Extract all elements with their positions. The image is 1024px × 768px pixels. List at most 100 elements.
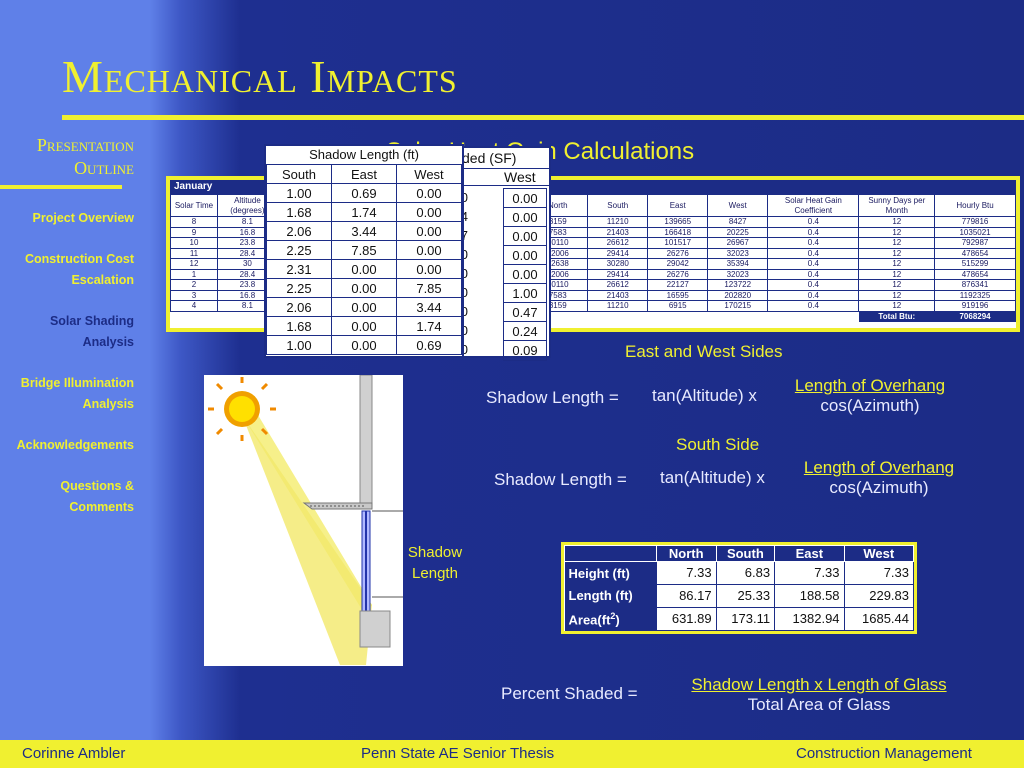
table-cell: 173.11 [715, 606, 776, 632]
table-cell: 20225 [707, 226, 769, 238]
table-cell: 1382.94 [774, 606, 845, 632]
table-cell: 0 [460, 266, 468, 281]
sidebar-item-acknowledgements[interactable]: Acknowledgements [16, 438, 134, 452]
table-cell: 4 [460, 209, 468, 224]
glass-area-row-area: Area(ft2) 631.89 173.11 1382.94 1685.44 [564, 606, 915, 632]
pct-formula-numerator: Shadow Length x Length of Glass [691, 675, 947, 694]
table-cell: 0.09 [512, 343, 538, 358]
ew-formula-numerator: Length of Overhang [794, 376, 946, 395]
table-cell: 1.00 [266, 183, 332, 203]
table-cell: 0.4 [767, 300, 860, 312]
pct-formula-fraction: Shadow Length x Length of Glass Total Ar… [668, 675, 970, 715]
row-label-area-end: ) [615, 612, 620, 627]
table-cell: 12 [858, 258, 936, 270]
table-cell: 2.25 [266, 278, 332, 298]
table-cell: 0.00 [504, 227, 546, 246]
row-label-area: Area(ft2) [564, 607, 657, 631]
sidebar-item-questions[interactable]: Questions & Comments [60, 479, 134, 514]
table-cell: 1.68 [266, 202, 332, 222]
shading-diagram [204, 374, 403, 666]
table-cell: 29042 [647, 258, 709, 270]
table-cell: 12 [858, 216, 936, 228]
table-cell: 6.83 [715, 561, 776, 585]
column-header: South [587, 194, 649, 217]
table-cell: 0.69 [331, 183, 397, 203]
table-cell: 0.00 [396, 259, 462, 279]
table-cell: 26276 [647, 268, 709, 280]
table-cell: 478654 [934, 247, 1016, 259]
sidebar-header-line1: Presentation [36, 135, 134, 155]
table-cell: 0.4 [767, 279, 860, 291]
table-cell: 0.00 [396, 240, 462, 260]
table-cell: 1 [170, 268, 218, 280]
table-cell [588, 311, 648, 322]
table-cell: 101517 [647, 237, 709, 249]
table-row: 2.31 0.00 0.00 [266, 259, 462, 279]
table-cell: 12 [858, 300, 936, 312]
table-cell: 22127 [647, 279, 709, 291]
table-cell: 7.85 [396, 278, 462, 298]
footer-thesis: Penn State AE Senior Thesis [361, 745, 555, 762]
table-cell: 32023 [707, 268, 769, 280]
table-cell: 515299 [934, 258, 1016, 270]
table-cell: 32023 [707, 247, 769, 259]
table-cell: 0.00 [504, 246, 546, 265]
slide-title: Mechanical Impacts [62, 51, 458, 102]
column-header: East [647, 194, 709, 217]
table-cell: 26612 [587, 237, 649, 249]
table-cell: 0 [460, 342, 468, 357]
total-row: Total Btu: 7068294 [171, 311, 1016, 322]
table-row: 2.25 7.85 0.00 [266, 240, 462, 260]
column-header: Solar Time [170, 194, 218, 217]
ew-formula-term: tan(Altitude) x [652, 386, 757, 405]
table-cell: 7.33 [655, 561, 717, 585]
glass-area-table: North South East West Height (ft) 7.33 6… [561, 542, 917, 634]
table-cell: 4 [170, 300, 218, 312]
table-cell: 12 [858, 237, 936, 249]
glass-area-header-north: North [655, 545, 717, 562]
table-cell: 0.00 [331, 335, 397, 355]
table-cell: 1035021 [934, 226, 1016, 238]
table-cell: 166418 [647, 226, 709, 238]
row-label-area-main: Area(ft [568, 612, 611, 627]
table-cell: 0 [460, 190, 468, 205]
glass-area-row-height: Height (ft) 7.33 6.83 7.33 7.33 [564, 561, 915, 585]
table-cell: 0.47 [504, 303, 546, 322]
table-cell: 792987 [934, 237, 1016, 249]
table-cell: 170215 [707, 300, 769, 312]
row-label-area-sup: 2 [610, 610, 616, 621]
pct-formula-denominator: Total Area of Glass [747, 695, 891, 714]
shadow-length-caption: Shadow Length (ft) [309, 147, 419, 162]
table-cell: 11210 [587, 216, 649, 228]
table-cell: 21403 [587, 226, 649, 238]
sidebar-item-project-overview[interactable]: Project Overview [32, 211, 134, 225]
table-cell: 0.4 [767, 216, 860, 228]
table-cell: 86.17 [655, 583, 717, 608]
glass-area-header-east: East [774, 545, 845, 562]
table-cell: 29414 [587, 268, 649, 280]
table-cell: 7.33 [843, 561, 915, 585]
table-cell: 8427 [707, 216, 769, 228]
east-west-label: East and West Sides [625, 342, 783, 361]
sidebar-item-bridge-illumination[interactable]: Bridge Illumination Analysis [20, 376, 134, 411]
table-cell: 26276 [647, 247, 709, 259]
sidebar-item-construction-cost[interactable]: Construction Cost Escalation [24, 252, 134, 287]
table-cell: 0.4 [767, 258, 860, 270]
shaded-sf-header-west: West [504, 169, 536, 185]
sidebar-item-solar-shading[interactable]: Solar Shading Analysis [49, 314, 134, 349]
table-cell: 21403 [587, 289, 649, 301]
table-cell: 2.06 [266, 221, 332, 241]
table-cell: 12 [858, 289, 936, 301]
table-cell: 876341 [934, 279, 1016, 291]
table-cell: 0.00 [396, 202, 462, 222]
table-cell: 0.4 [767, 247, 860, 259]
table-cell: 631.89 [655, 606, 717, 632]
table-cell: 11210 [587, 300, 649, 312]
table-cell: 1.68 [266, 316, 332, 336]
table-cell: 779816 [934, 216, 1016, 228]
table-cell: 7 [460, 228, 468, 243]
table-cell: 919196 [934, 300, 1016, 312]
glass-area-grid: North South East West Height (ft) 7.33 6… [564, 545, 915, 632]
table-cell: 0.00 [396, 221, 462, 241]
table-cell: 10 [170, 237, 218, 249]
